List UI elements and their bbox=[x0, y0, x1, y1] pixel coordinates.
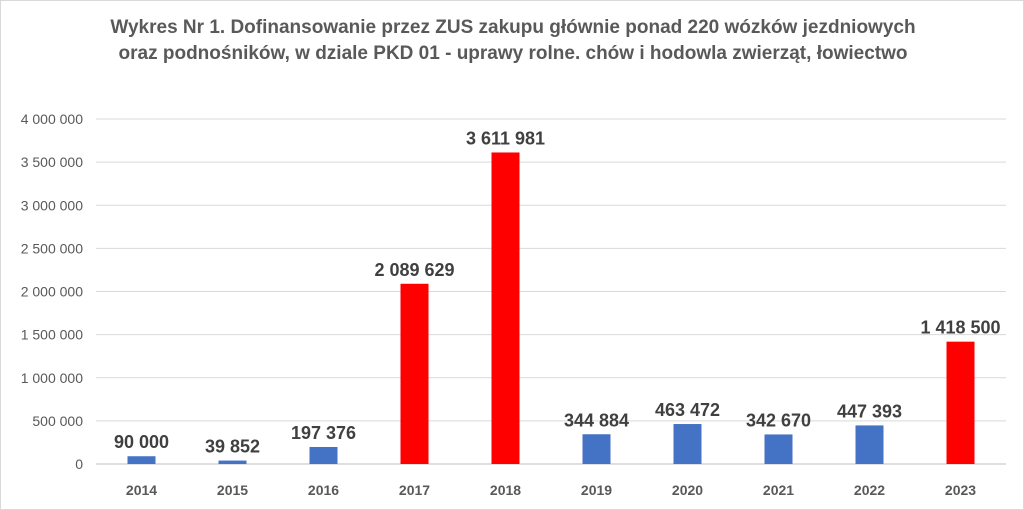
bars bbox=[127, 152, 975, 464]
x-tick-label-2021: 2021 bbox=[763, 482, 794, 498]
x-tick-label-2017: 2017 bbox=[399, 482, 430, 498]
data-label-2017: 2 089 629 bbox=[374, 260, 454, 280]
gridlines bbox=[96, 118, 1006, 465]
x-tick-label-2015: 2015 bbox=[217, 482, 248, 498]
data-label-2021: 342 670 bbox=[746, 410, 811, 430]
data-label-2022: 447 393 bbox=[837, 401, 902, 421]
chart-title: Wykres Nr 1. Dofinansowanie przez ZUS za… bbox=[110, 17, 916, 64]
data-label-2016: 197 376 bbox=[291, 423, 356, 443]
y-tick-label: 1 500 000 bbox=[21, 327, 83, 343]
y-tick-label: 3 500 000 bbox=[21, 154, 83, 170]
data-label-2020: 463 472 bbox=[655, 400, 720, 420]
data-label-2015: 39 852 bbox=[205, 437, 260, 457]
x-tick-label-2020: 2020 bbox=[672, 482, 703, 498]
y-tick-label: 1 000 000 bbox=[21, 370, 83, 386]
bar-2015 bbox=[218, 460, 247, 464]
bar-2023 bbox=[946, 341, 975, 464]
x-tick-label-2018: 2018 bbox=[490, 482, 521, 498]
data-label-2014: 90 000 bbox=[114, 432, 169, 452]
bar-2020 bbox=[673, 424, 702, 464]
y-axis: 0 500 000 1 000 000 1 500 000 2 000 000 2 500… bbox=[21, 111, 84, 472]
x-tick-label-2019: 2019 bbox=[581, 482, 612, 498]
y-tick-label: 4 000 000 bbox=[21, 111, 83, 127]
x-tick-label-2022: 2022 bbox=[854, 482, 885, 498]
y-tick-label: 500 000 bbox=[32, 413, 83, 429]
bar-2021 bbox=[764, 434, 793, 464]
data-label-2023: 1 418 500 bbox=[920, 318, 1000, 338]
bar-2016 bbox=[309, 446, 338, 464]
bar-2017 bbox=[400, 283, 429, 464]
y-tick-label: 0 bbox=[75, 456, 83, 472]
x-axis: 2014 2015 2016 2017 2018 2019 2020 2021 2022 2023 bbox=[126, 482, 976, 498]
data-labels: 90 000 39 852 197 376 2 089 629 3 611 981 344… bbox=[114, 128, 1001, 456]
data-label-2018: 3 611 981 bbox=[466, 128, 545, 148]
y-tick-label: 2 000 000 bbox=[21, 284, 83, 300]
x-tick-label-2016: 2016 bbox=[308, 482, 339, 498]
x-tick-label-2014: 2014 bbox=[126, 482, 157, 498]
bar-2014 bbox=[127, 456, 156, 464]
x-tick-label-2023: 2023 bbox=[945, 482, 976, 498]
bar-2018 bbox=[491, 152, 520, 464]
bar-2022 bbox=[855, 425, 884, 464]
y-tick-label: 2 500 000 bbox=[21, 240, 83, 256]
bar-2019 bbox=[582, 434, 611, 464]
y-tick-label: 3 000 000 bbox=[21, 197, 83, 213]
data-label-2019: 344 884 bbox=[564, 410, 629, 430]
